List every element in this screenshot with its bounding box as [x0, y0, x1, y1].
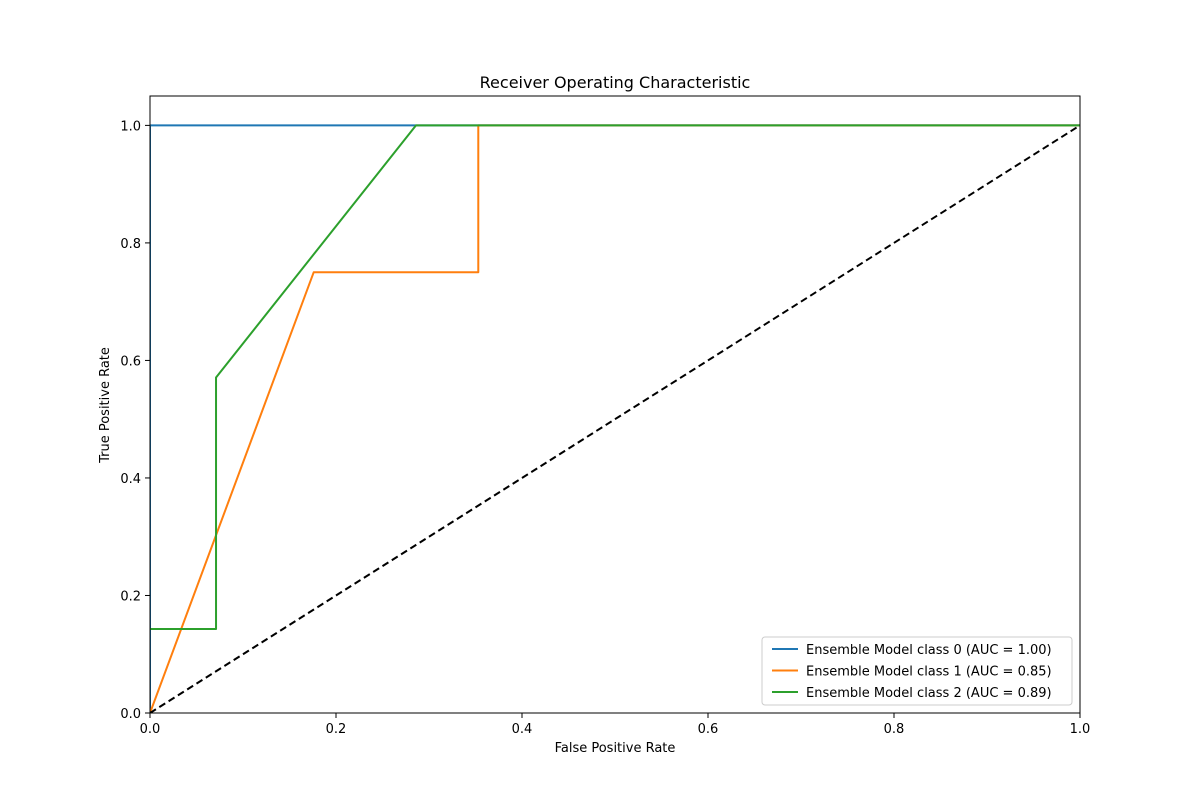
chance-diagonal-line — [150, 124, 1080, 713]
legend-label-class-1: Ensemble Model class 1 (AUC = 0.85) — [806, 665, 1052, 680]
x-tick-label: 0.8 — [884, 722, 905, 737]
x-tick-label: 0.2 — [326, 722, 347, 737]
y-tick-label: 0.8 — [120, 237, 141, 252]
x-tick-label: 0.6 — [698, 722, 719, 737]
x-tick-label: 1.0 — [1070, 722, 1091, 737]
y-axis-label: True Positive Rate — [98, 347, 113, 464]
x-tick-label: 0.0 — [140, 722, 161, 737]
chart-title: Receiver Operating Characteristic — [480, 73, 751, 92]
y-tick-label: 0.6 — [120, 354, 141, 369]
x-tick-label: 0.4 — [512, 722, 533, 737]
y-tick-label: 1.0 — [120, 119, 141, 134]
series-line-class-2 — [150, 124, 1080, 630]
y-tick-label: 0.4 — [120, 472, 141, 487]
x-axis: 0.0 0.2 0.4 0.6 0.8 1.0 — [140, 713, 1091, 737]
y-tick-label: 0.0 — [120, 707, 141, 722]
plot-area — [150, 124, 1080, 713]
y-axis: 0.0 0.2 0.4 0.6 0.8 1.0 — [120, 119, 150, 722]
legend-box — [761, 636, 1073, 706]
legend: Ensemble Model class 0 (AUC = 1.00) Ensem… — [761, 636, 1073, 706]
x-axis-label: False Positive Rate — [555, 741, 676, 756]
plot-frame — [149, 95, 1081, 714]
y-tick-label: 0.2 — [120, 589, 141, 604]
legend-label-class-0: Ensemble Model class 0 (AUC = 1.00) — [806, 643, 1052, 658]
legend-label-class-2: Ensemble Model class 2 (AUC = 0.89) — [806, 686, 1052, 701]
